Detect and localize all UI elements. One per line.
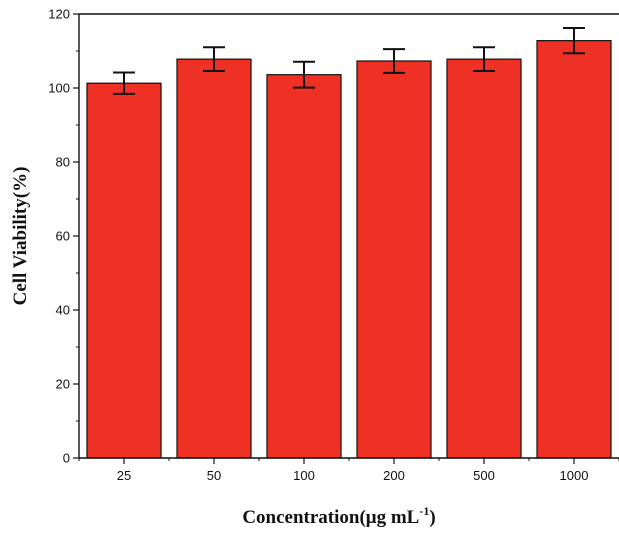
bar <box>356 60 432 459</box>
y-tick-label: 60 <box>56 229 70 244</box>
x-tick-label: 200 <box>383 468 405 483</box>
y-tick-label: 20 <box>56 377 70 392</box>
x-tick-label: 50 <box>207 468 221 483</box>
x-tick-label: 500 <box>473 468 495 483</box>
y-tick-label: 100 <box>48 81 70 96</box>
y-tick-label: 40 <box>56 303 70 318</box>
bars-layer <box>86 40 612 459</box>
x-axis-title: Concentration(μg mL-1) <box>242 504 435 528</box>
x-axis-title-superscript: -1 <box>419 504 429 518</box>
x-axis-title-end: ) <box>429 507 435 528</box>
y-tick-label: 0 <box>63 451 70 466</box>
x-tick-label: 100 <box>293 468 315 483</box>
bar <box>266 74 342 459</box>
bar <box>176 58 252 459</box>
bar <box>536 40 612 459</box>
x-tick-label: 25 <box>117 468 131 483</box>
bar <box>86 82 162 459</box>
x-tick-label: 1000 <box>560 468 589 483</box>
y-tick-label: 120 <box>48 7 70 22</box>
x-axis-title-main: Concentration(μg mL <box>242 507 419 528</box>
y-axis-title: Cell Viability(%) <box>10 167 31 306</box>
error-bars-layer <box>113 27 585 95</box>
axes-layer: 25 50 100 200 500 1000 0 20 40 60 80 100 120 <box>48 7 619 483</box>
y-tick-label: 80 <box>56 155 70 170</box>
bar <box>446 58 522 459</box>
